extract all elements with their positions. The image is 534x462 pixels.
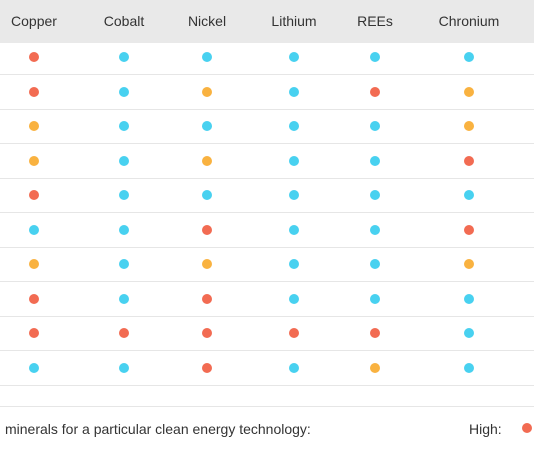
dot-low-r2-lithium xyxy=(289,87,299,97)
dot-low-r5-cobalt xyxy=(119,190,129,200)
dot-high-r8-nickel xyxy=(202,294,212,304)
dot-low-r5-rees xyxy=(370,190,380,200)
legend-high-label: High: xyxy=(469,421,502,437)
dot-low-r5-chronium xyxy=(464,190,474,200)
dot-high-r9-lithium xyxy=(289,328,299,338)
dot-low-r3-cobalt xyxy=(119,121,129,131)
row-divider xyxy=(0,281,534,282)
dot-low-r1-lithium xyxy=(289,52,299,62)
dot-low-r1-rees xyxy=(370,52,380,62)
dot-high-r5-copper xyxy=(29,190,39,200)
dot-high-r9-nickel xyxy=(202,328,212,338)
dot-low-r8-chronium xyxy=(464,294,474,304)
dot-low-r2-cobalt xyxy=(119,87,129,97)
dot-low-r8-cobalt xyxy=(119,294,129,304)
row-divider xyxy=(0,109,534,110)
dot-moderate-r10-rees xyxy=(370,363,380,373)
dot-high-r9-rees xyxy=(370,328,380,338)
dot-low-r10-lithium xyxy=(289,363,299,373)
row-divider xyxy=(0,74,534,75)
column-header-rees: REEs xyxy=(357,13,393,29)
dot-low-r6-cobalt xyxy=(119,225,129,235)
dot-low-r5-nickel xyxy=(202,190,212,200)
dot-low-r1-nickel xyxy=(202,52,212,62)
dot-high-r2-rees xyxy=(370,87,380,97)
dot-low-r1-chronium xyxy=(464,52,474,62)
row-divider xyxy=(0,385,534,386)
dot-high-r9-copper xyxy=(29,328,39,338)
row-divider xyxy=(0,350,534,351)
dot-low-r5-lithium xyxy=(289,190,299,200)
dot-high-r6-chronium xyxy=(464,225,474,235)
footer-caption: minerals for a particular clean energy t… xyxy=(5,421,311,437)
dot-low-r6-copper xyxy=(29,225,39,235)
dot-low-r6-rees xyxy=(370,225,380,235)
legend-high-dot xyxy=(522,423,532,433)
dot-moderate-r4-copper xyxy=(29,156,39,166)
dot-low-r7-cobalt xyxy=(119,259,129,269)
dot-moderate-r2-nickel xyxy=(202,87,212,97)
column-header-cobalt: Cobalt xyxy=(103,13,145,29)
column-header-copper: Copper xyxy=(11,13,57,29)
row-divider xyxy=(0,247,534,248)
dot-low-r7-lithium xyxy=(289,259,299,269)
dot-moderate-r2-chronium xyxy=(464,87,474,97)
dot-low-r4-cobalt xyxy=(119,156,129,166)
dot-low-r9-chronium xyxy=(464,328,474,338)
dot-high-r6-nickel xyxy=(202,225,212,235)
dot-moderate-r7-copper xyxy=(29,259,39,269)
dot-low-r3-rees xyxy=(370,121,380,131)
footer-divider xyxy=(0,406,534,407)
column-header-chronium: Chronium xyxy=(438,13,500,29)
row-divider xyxy=(0,316,534,317)
column-header-lithium: Lithium xyxy=(271,13,317,29)
row-divider xyxy=(0,212,534,213)
dot-low-r7-rees xyxy=(370,259,380,269)
dot-low-r10-chronium xyxy=(464,363,474,373)
dot-high-r1-copper xyxy=(29,52,39,62)
dot-low-r6-lithium xyxy=(289,225,299,235)
dot-moderate-r3-chronium xyxy=(464,121,474,131)
dot-high-r9-cobalt xyxy=(119,328,129,338)
table-header xyxy=(0,0,534,43)
row-divider xyxy=(0,178,534,179)
dot-high-r2-copper xyxy=(29,87,39,97)
dot-low-r10-copper xyxy=(29,363,39,373)
dot-low-r3-lithium xyxy=(289,121,299,131)
dot-high-r10-nickel xyxy=(202,363,212,373)
dot-low-r8-lithium xyxy=(289,294,299,304)
dot-moderate-r4-nickel xyxy=(202,156,212,166)
dot-low-r10-cobalt xyxy=(119,363,129,373)
row-divider xyxy=(0,143,534,144)
dot-low-r3-nickel xyxy=(202,121,212,131)
dot-moderate-r3-copper xyxy=(29,121,39,131)
dot-low-r8-rees xyxy=(370,294,380,304)
dot-low-r4-lithium xyxy=(289,156,299,166)
dot-high-r8-copper xyxy=(29,294,39,304)
dot-low-r1-cobalt xyxy=(119,52,129,62)
column-header-nickel: Nickel xyxy=(187,13,227,29)
dot-moderate-r7-nickel xyxy=(202,259,212,269)
dot-high-r4-chronium xyxy=(464,156,474,166)
dot-moderate-r7-chronium xyxy=(464,259,474,269)
dot-low-r4-rees xyxy=(370,156,380,166)
